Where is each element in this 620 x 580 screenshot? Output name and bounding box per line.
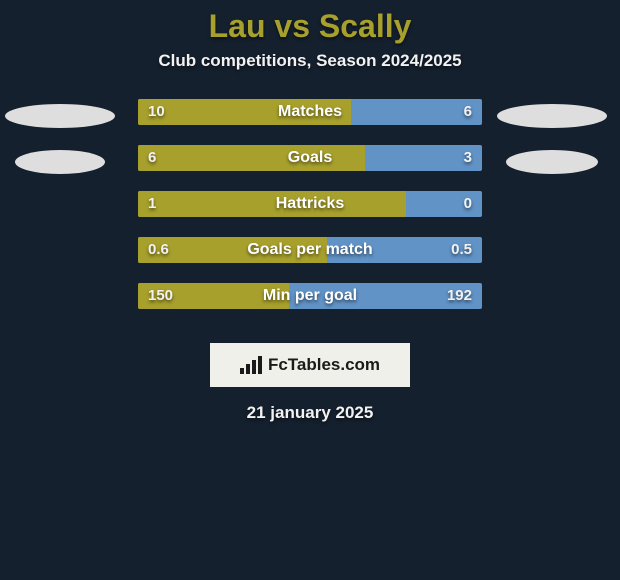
stat-row: Matches106 (0, 99, 620, 145)
stat-row: Goals63 (0, 145, 620, 191)
bar-track (138, 237, 482, 263)
stat-value-left: 10 (148, 99, 165, 125)
stat-value-right: 3 (464, 145, 472, 171)
stat-row: Min per goal150192 (0, 283, 620, 329)
player-right-marker (506, 150, 598, 174)
player-left-marker (15, 150, 105, 174)
bar-track (138, 145, 482, 171)
stat-value-right: 6 (464, 99, 472, 125)
stat-value-right: 0.5 (451, 237, 472, 263)
bar-fill (138, 191, 406, 217)
player-left-marker (5, 104, 115, 128)
bar-track (138, 99, 482, 125)
stat-value-right: 192 (447, 283, 472, 309)
page-title: Lau vs Scally (0, 0, 620, 45)
stat-row: Hattricks10 (0, 191, 620, 237)
comparison-chart: Matches106Goals63Hattricks10Goals per ma… (0, 99, 620, 329)
bar-track (138, 283, 482, 309)
logo-text: FcTables.com (268, 355, 380, 375)
bar-fill (138, 99, 351, 125)
bar-fill (138, 145, 365, 171)
stat-value-right: 0 (464, 191, 472, 217)
date-label: 21 january 2025 (0, 403, 620, 423)
bars-icon (240, 356, 262, 374)
comparison-infographic: Lau vs Scally Club competitions, Season … (0, 0, 620, 580)
logo-plate: FcTables.com (210, 343, 410, 387)
stat-value-left: 6 (148, 145, 156, 171)
stat-row: Goals per match0.60.5 (0, 237, 620, 283)
stat-value-left: 1 (148, 191, 156, 217)
page-subtitle: Club competitions, Season 2024/2025 (0, 51, 620, 71)
stat-value-left: 150 (148, 283, 173, 309)
player-right-marker (497, 104, 607, 128)
bar-track (138, 191, 482, 217)
stat-value-left: 0.6 (148, 237, 169, 263)
